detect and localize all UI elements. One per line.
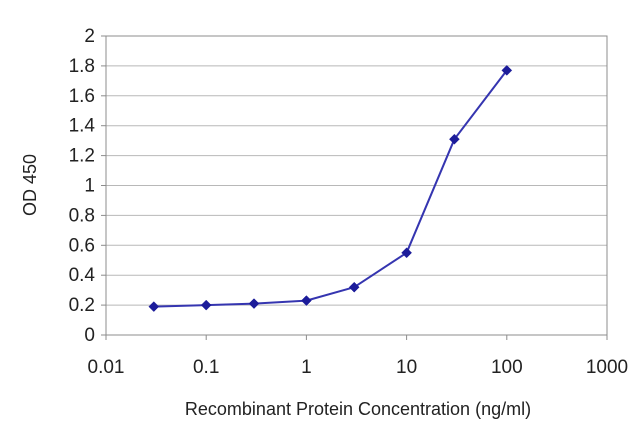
y-tick-label: 1.6 bbox=[69, 86, 95, 107]
x-tick-label: 100 bbox=[491, 357, 523, 378]
data-point-marker bbox=[401, 247, 412, 259]
series bbox=[148, 65, 513, 312]
y-tick-label: 0.4 bbox=[69, 265, 96, 286]
x-tick-label: 1 bbox=[301, 357, 312, 378]
x-tick-label: 0.01 bbox=[88, 357, 125, 378]
x-axis-title: Recombinant Protein Concentration (ng/ml… bbox=[185, 399, 531, 419]
data-point-marker bbox=[248, 298, 260, 309]
x-tick-label: 1000 bbox=[586, 357, 628, 378]
data-point-marker bbox=[200, 299, 212, 311]
y-tick-label: 1.2 bbox=[69, 146, 95, 167]
y-tick-label: 1.8 bbox=[69, 56, 95, 77]
y-tick-label: 0 bbox=[84, 325, 95, 346]
y-tick-label: 1.4 bbox=[69, 116, 96, 137]
y-tick-label: 2 bbox=[84, 26, 95, 47]
data-point-marker bbox=[148, 301, 160, 312]
data-point-marker bbox=[301, 295, 312, 306]
data-point-marker bbox=[449, 133, 460, 145]
axis-ticks: 0 0.2 0.4 0.6 0.8 1 1.2 1.4 1.6 1.8 2 0.01 0.1 1 10 100… bbox=[69, 26, 629, 378]
data-point-marker bbox=[348, 281, 360, 293]
y-tick-label: 1 bbox=[84, 176, 95, 197]
y-axis-title: OD 450 bbox=[20, 154, 40, 216]
data-point-marker bbox=[501, 65, 513, 76]
series-line bbox=[153, 69, 508, 308]
x-tick-label: 0.1 bbox=[193, 357, 219, 378]
y-tick-label: 0.2 bbox=[69, 295, 95, 316]
y-tick-label: 0.6 bbox=[69, 235, 95, 256]
gridlines bbox=[106, 65, 607, 306]
x-tick-label: 10 bbox=[396, 357, 417, 378]
y-tick-label: 0.8 bbox=[69, 205, 95, 226]
